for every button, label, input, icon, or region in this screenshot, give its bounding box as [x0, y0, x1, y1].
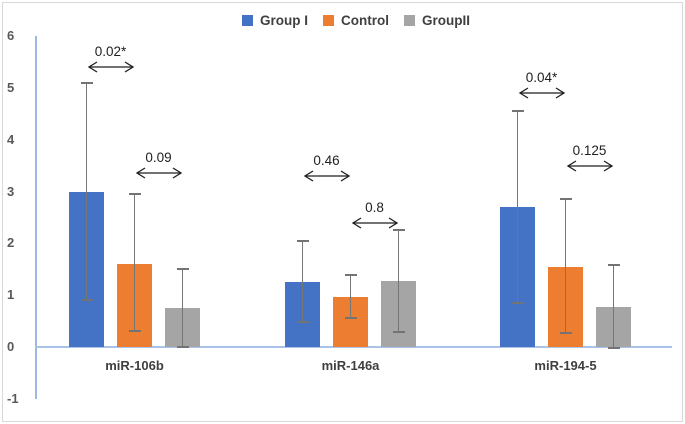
error-bar-line — [182, 269, 183, 347]
p-value-label: 0.04* — [525, 70, 558, 86]
error-bar-cap-bottom — [296, 321, 309, 324]
error-bar-cap-bottom — [344, 316, 357, 319]
legend-swatch-icon — [323, 15, 334, 26]
error-bar-cap-top — [559, 197, 572, 200]
category-label: miR-194-5 — [534, 358, 597, 373]
y-axis-tick-label: 2 — [7, 235, 15, 251]
legend-swatch-icon — [404, 15, 415, 26]
y-axis-tick-label: 5 — [7, 80, 15, 95]
y-axis-line — [35, 36, 37, 399]
double-arrow-icon — [303, 169, 351, 183]
error-bar-cap-bottom — [392, 330, 405, 333]
error-bar-line — [613, 265, 614, 349]
double-arrow-icon — [135, 166, 183, 180]
chart-legend: Group I Control GroupII — [242, 13, 470, 28]
y-axis-tick-label: 0 — [7, 339, 15, 354]
double-arrow-icon — [518, 86, 566, 100]
p-value-label: 0.02* — [94, 44, 127, 60]
p-value-label: 0.125 — [572, 142, 607, 158]
category-label: miR-106b — [105, 358, 164, 373]
p-value-label: 0.46 — [313, 153, 340, 169]
y-axis-tick-label: 4 — [7, 131, 15, 147]
error-bar-cap-bottom — [128, 329, 141, 332]
error-bar-line — [302, 240, 303, 323]
p-value-label: 0.8 — [365, 199, 384, 215]
legend-item-control: Control — [323, 13, 389, 28]
category-label: miR-146a — [321, 358, 380, 373]
double-arrow-icon — [566, 159, 614, 173]
legend-item-group-i: Group I — [242, 13, 308, 28]
double-arrow-icon — [87, 60, 135, 74]
error-bar-cap-bottom — [607, 347, 620, 350]
x-axis-line — [35, 346, 672, 348]
legend-label: Control — [341, 13, 389, 28]
legend-swatch-icon — [242, 15, 253, 26]
error-bar-line — [86, 82, 87, 301]
error-bar-cap-bottom — [511, 301, 524, 304]
error-bar-line — [517, 110, 518, 303]
legend-label: GroupII — [422, 13, 470, 28]
error-bar-line — [565, 198, 566, 333]
p-value-label: 0.09 — [145, 150, 172, 166]
error-bar-cap-bottom — [559, 332, 572, 334]
legend-label: Group I — [260, 13, 308, 28]
y-axis-tick-label: -1 — [7, 390, 19, 406]
error-bar-cap-top — [344, 273, 357, 276]
error-bar-cap-top — [176, 268, 189, 271]
y-axis-tick-label: 6 — [7, 28, 15, 44]
error-bar-cap-bottom — [80, 299, 93, 302]
error-bar-cap-top — [392, 228, 405, 231]
error-bar-cap-top — [607, 264, 620, 267]
error-bar-line — [134, 194, 135, 331]
legend-item-groupii: GroupII — [404, 13, 470, 28]
error-bar-cap-top — [128, 193, 141, 196]
error-bar-cap-top — [296, 239, 309, 242]
error-bar-cap-top — [511, 109, 524, 112]
error-bar-cap-bottom — [176, 346, 189, 348]
error-bar-line — [350, 274, 351, 318]
double-arrow-icon — [351, 216, 399, 230]
y-axis-tick-label: 3 — [7, 183, 15, 199]
y-axis-tick-label: 1 — [7, 287, 15, 303]
error-bar-line — [398, 229, 399, 332]
error-bar-cap-top — [80, 81, 93, 84]
